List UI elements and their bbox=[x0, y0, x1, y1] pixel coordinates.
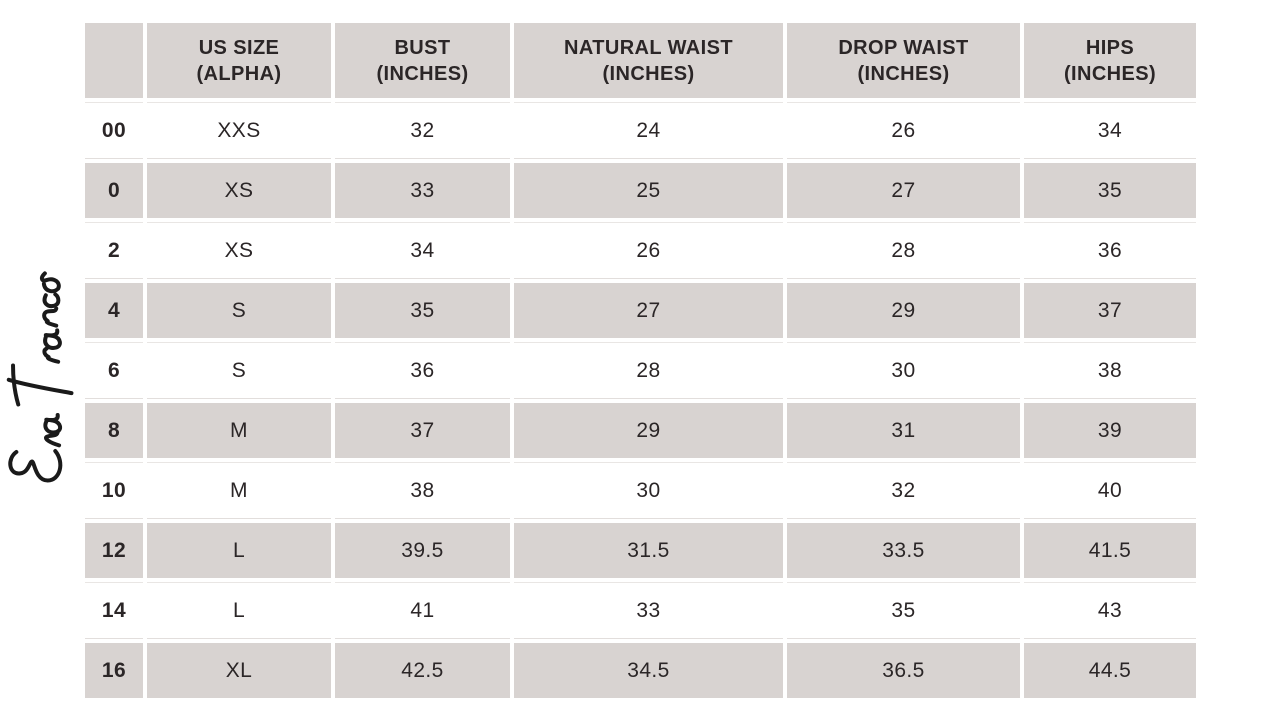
cell-alpha: XL bbox=[147, 643, 331, 698]
cell-alpha: S bbox=[147, 283, 331, 338]
cell-alpha: M bbox=[147, 462, 331, 519]
cell-natural-waist: 34.5 bbox=[514, 643, 783, 698]
cell-drop-waist: 32 bbox=[787, 462, 1020, 519]
cell-natural-waist: 25 bbox=[514, 163, 783, 218]
cell-us-size: 00 bbox=[85, 102, 143, 159]
cell-hips: 43 bbox=[1024, 582, 1196, 639]
header-cell-empty bbox=[85, 23, 143, 98]
cell-hips: 34 bbox=[1024, 102, 1196, 159]
cell-alpha: L bbox=[147, 582, 331, 639]
cell-drop-waist: 33.5 bbox=[787, 523, 1020, 578]
cell-hips: 40 bbox=[1024, 462, 1196, 519]
cell-us-size: 14 bbox=[85, 582, 143, 639]
table-row-size-4: 4 S 35 27 29 37 bbox=[85, 283, 1196, 338]
cell-hips: 44.5 bbox=[1024, 643, 1196, 698]
cell-us-size: 12 bbox=[85, 523, 143, 578]
table-row-size-0: 0 XS 33 25 27 35 bbox=[85, 163, 1196, 218]
cell-bust: 41 bbox=[335, 582, 510, 639]
cell-drop-waist: 28 bbox=[787, 222, 1020, 279]
cell-natural-waist: 28 bbox=[514, 342, 783, 399]
cell-bust: 39.5 bbox=[335, 523, 510, 578]
cell-drop-waist: 26 bbox=[787, 102, 1020, 159]
table-row-size-12: 12 L 39.5 31.5 33.5 41.5 bbox=[85, 523, 1196, 578]
cell-hips: 38 bbox=[1024, 342, 1196, 399]
header-cell-drop-waist: DROP WAIST (INCHES) bbox=[787, 23, 1020, 98]
cell-bust: 42.5 bbox=[335, 643, 510, 698]
cell-natural-waist: 31.5 bbox=[514, 523, 783, 578]
cell-bust: 38 bbox=[335, 462, 510, 519]
header-cell-bust: BUST (INCHES) bbox=[335, 23, 510, 98]
cell-bust: 34 bbox=[335, 222, 510, 279]
cell-natural-waist: 27 bbox=[514, 283, 783, 338]
cell-alpha: XS bbox=[147, 222, 331, 279]
cell-alpha: XXS bbox=[147, 102, 331, 159]
cell-bust: 37 bbox=[335, 403, 510, 458]
eva-franco-logo bbox=[4, 266, 80, 486]
size-chart-table: US SIZE (ALPHA) BUST (INCHES) NATURAL WA… bbox=[81, 19, 1200, 702]
cell-drop-waist: 30 bbox=[787, 342, 1020, 399]
cell-alpha: L bbox=[147, 523, 331, 578]
cell-us-size: 8 bbox=[85, 403, 143, 458]
cell-drop-waist: 31 bbox=[787, 403, 1020, 458]
cell-hips: 36 bbox=[1024, 222, 1196, 279]
signature-icon bbox=[6, 271, 74, 483]
table-row-size-10: 10 M 38 30 32 40 bbox=[85, 462, 1196, 519]
cell-us-size: 10 bbox=[85, 462, 143, 519]
header-sublabel: (INCHES) bbox=[1063, 62, 1157, 85]
cell-bust: 36 bbox=[335, 342, 510, 399]
cell-bust: 32 bbox=[335, 102, 510, 159]
cell-us-size: 4 bbox=[85, 283, 143, 338]
header-label: HIPS bbox=[1085, 36, 1135, 59]
table-row-size-16: 16 XL 42.5 34.5 36.5 44.5 bbox=[85, 643, 1196, 698]
table-row-size-8: 8 M 37 29 31 39 bbox=[85, 403, 1196, 458]
cell-drop-waist: 29 bbox=[787, 283, 1020, 338]
header-cell-us-size: US SIZE (ALPHA) bbox=[147, 23, 331, 98]
header-cell-hips: HIPS (INCHES) bbox=[1024, 23, 1196, 98]
table-row-size-14: 14 L 41 33 35 43 bbox=[85, 582, 1196, 639]
cell-bust: 35 bbox=[335, 283, 510, 338]
table-row-size-00: 00 XXS 32 24 26 34 bbox=[85, 102, 1196, 159]
cell-us-size: 2 bbox=[85, 222, 143, 279]
cell-drop-waist: 36.5 bbox=[787, 643, 1020, 698]
table-row-size-6: 6 S 36 28 30 38 bbox=[85, 342, 1196, 399]
header-sublabel: (INCHES) bbox=[376, 62, 469, 85]
cell-us-size: 6 bbox=[85, 342, 143, 399]
header-cell-natural-waist: NATURAL WAIST (INCHES) bbox=[514, 23, 783, 98]
header-label: BUST bbox=[394, 36, 451, 59]
header-sublabel: (INCHES) bbox=[602, 62, 695, 85]
header-label: NATURAL WAIST bbox=[564, 36, 733, 59]
cell-bust: 33 bbox=[335, 163, 510, 218]
cell-natural-waist: 29 bbox=[514, 403, 783, 458]
cell-natural-waist: 30 bbox=[514, 462, 783, 519]
cell-hips: 37 bbox=[1024, 283, 1196, 338]
cell-drop-waist: 27 bbox=[787, 163, 1020, 218]
header-label: DROP WAIST bbox=[838, 36, 969, 59]
cell-natural-waist: 24 bbox=[514, 102, 783, 159]
cell-natural-waist: 33 bbox=[514, 582, 783, 639]
cell-hips: 41.5 bbox=[1024, 523, 1196, 578]
header-label: US SIZE bbox=[198, 36, 280, 59]
cell-alpha: XS bbox=[147, 163, 331, 218]
cell-hips: 39 bbox=[1024, 403, 1196, 458]
cell-us-size: 16 bbox=[85, 643, 143, 698]
header-sublabel: (ALPHA) bbox=[196, 62, 282, 85]
cell-drop-waist: 35 bbox=[787, 582, 1020, 639]
header-sublabel: (INCHES) bbox=[857, 62, 950, 85]
cell-hips: 35 bbox=[1024, 163, 1196, 218]
cell-natural-waist: 26 bbox=[514, 222, 783, 279]
cell-alpha: M bbox=[147, 403, 331, 458]
header-row: US SIZE (ALPHA) BUST (INCHES) NATURAL WA… bbox=[85, 23, 1196, 98]
cell-alpha: S bbox=[147, 342, 331, 399]
table-row-size-2: 2 XS 34 26 28 36 bbox=[85, 222, 1196, 279]
cell-us-size: 0 bbox=[85, 163, 143, 218]
